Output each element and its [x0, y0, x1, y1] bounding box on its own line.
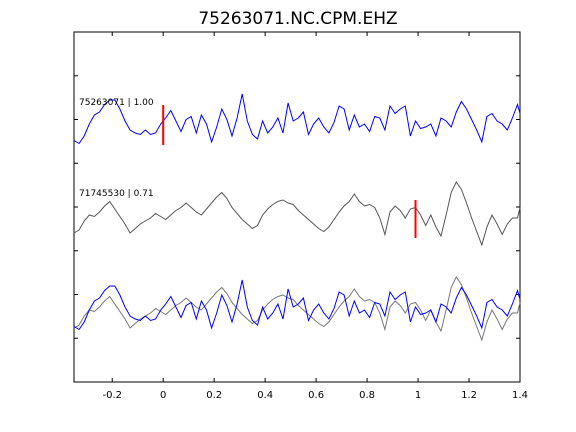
trace-label-71745530: 71745530 | 0.71 [79, 189, 154, 199]
x-tick-label: 0.8 [359, 390, 375, 401]
trace-line-75263071 [73, 93, 521, 145]
x-tick-label: 1 [415, 390, 421, 401]
y-tick-marks [74, 75, 520, 339]
trace-labels: 75263071 | 1.00 71745530 | 0.71 [79, 98, 154, 199]
trace-label-75263071: 75263071 | 1.00 [79, 98, 154, 108]
overlay-line-71745530 [73, 276, 521, 342]
x-tick-labels: -0.2 0 0.2 0.4 0.6 0.8 1 1.2 1.4 [102, 390, 527, 401]
x-tick-label: 1.2 [461, 390, 477, 401]
x-tick-label: 0.2 [206, 390, 222, 401]
axes: -0.2 0 0.2 0.4 0.6 0.8 1 1.2 1.4 [73, 31, 528, 401]
x-tick-label: -0.2 [102, 390, 122, 401]
overlay-line-75263071 [73, 279, 521, 331]
x-tick-label: 1.4 [512, 390, 528, 401]
x-tick-marks [111, 32, 521, 382]
trace-line-71745530 [73, 181, 521, 247]
x-tick-label: 0.6 [308, 390, 324, 401]
x-tick-label: 0 [160, 390, 166, 401]
traces [73, 93, 521, 342]
axes-frame [73, 31, 521, 383]
x-tick-label: 0.4 [257, 390, 273, 401]
chart-title: 75263071.NC.CPM.EHZ [198, 9, 397, 29]
